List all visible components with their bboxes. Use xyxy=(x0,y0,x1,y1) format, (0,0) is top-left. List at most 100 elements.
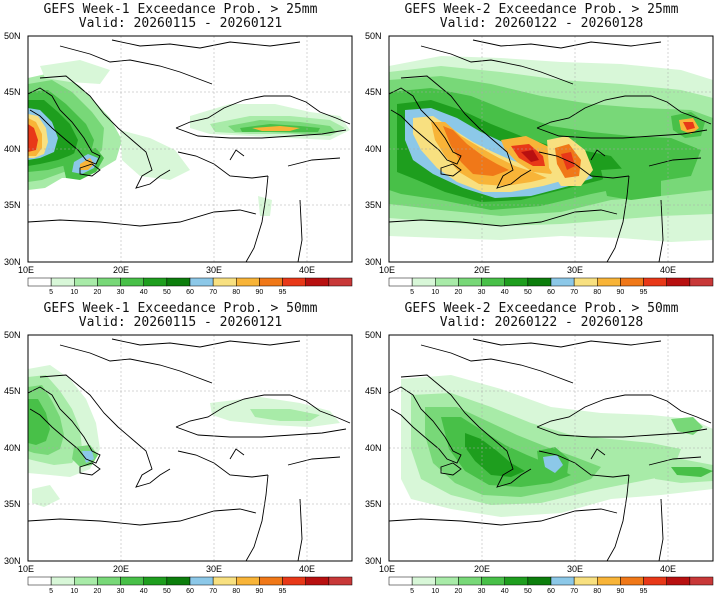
colorbar-label: 95 xyxy=(640,289,648,296)
lat-label: 35N xyxy=(4,200,21,210)
colorbar-swatch xyxy=(259,277,283,287)
lat-label: 45N xyxy=(365,87,382,97)
lat-label: 45N xyxy=(365,386,382,396)
colorbar-swatch xyxy=(481,576,505,586)
colorbar-swatch xyxy=(143,277,168,287)
coastlines xyxy=(28,39,351,262)
colorbar-swatch xyxy=(328,576,353,586)
colorbar-label: 30 xyxy=(117,289,125,296)
colorbar: 5 10 20 30 40 50 60 70 80 90 95 xyxy=(388,277,714,296)
colorbar: 5 10 20 30 40 50 60 70 80 90 95 xyxy=(27,277,353,296)
colorbar-swatch xyxy=(388,576,413,586)
colorbar-label: 80 xyxy=(232,588,240,595)
map-panel-week2-25mm: GEFS Week-2 Exceedance Prob. > 25mm Vali… xyxy=(361,0,722,299)
colorbar-label: 95 xyxy=(279,588,287,595)
lat-label: 45N xyxy=(4,386,21,396)
lat-label: 40N xyxy=(4,443,21,453)
colorbar-swatch xyxy=(597,277,621,287)
lat-labels: 50N 45N 40N 35N 30N xyxy=(365,330,382,566)
map-frame xyxy=(388,35,714,263)
colorbar-label: 20 xyxy=(455,289,463,296)
lat-label: 30N xyxy=(365,257,382,267)
colorbar-label: 40 xyxy=(140,289,148,296)
colorbar-swatch xyxy=(212,277,237,287)
colorbar-swatch xyxy=(74,277,98,287)
colorbar-label: 40 xyxy=(501,588,509,595)
lat-labels: 50N 45N 40N 35N 30N xyxy=(4,330,21,566)
coastlines xyxy=(389,39,712,262)
colorbar-swatch xyxy=(504,277,529,287)
colorbar-swatch xyxy=(411,277,436,287)
colorbar-swatch xyxy=(27,277,52,287)
colorbar-swatch xyxy=(666,576,691,586)
lat-labels: 50N 45N 40N 35N 30N xyxy=(365,31,382,267)
map-panel-week2-50mm: GEFS Week-2 Exceedance Prob. > 50mm Vali… xyxy=(361,299,722,598)
map-frame xyxy=(27,35,353,263)
colorbar-label: 50 xyxy=(163,588,171,595)
colorbar-label: 90 xyxy=(256,289,264,296)
colorbar-label: 50 xyxy=(524,588,532,595)
colorbar-swatch xyxy=(305,277,330,287)
lat-label: 40N xyxy=(4,144,21,154)
colorbar-label: 5 xyxy=(49,289,53,296)
panel-valid-dates: Valid: 20260122 - 20260128 xyxy=(439,315,644,330)
panel-title: GEFS Week-2 Exceedance Prob. > 50mm xyxy=(404,301,679,316)
lon-labels: 10E 20E 30E 40E xyxy=(379,564,676,574)
lon-label: 20E xyxy=(474,564,490,574)
colorbar-label: 5 xyxy=(49,588,53,595)
colorbar-label: 20 xyxy=(94,588,102,595)
panel-title: GEFS Week-1 Exceedance Prob. > 50mm xyxy=(43,301,318,316)
panel-valid-dates: Valid: 20260115 - 20260121 xyxy=(78,16,283,31)
colorbar-label: 10 xyxy=(70,289,78,296)
colorbar-label: 70 xyxy=(209,588,217,595)
lon-label: 20E xyxy=(113,265,129,275)
colorbar-swatch xyxy=(573,277,598,287)
colorbar-label: 30 xyxy=(478,588,486,595)
colorbar-label: 60 xyxy=(547,289,555,296)
colorbar-label: 60 xyxy=(547,588,555,595)
lat-label: 45N xyxy=(4,87,21,97)
colorbar-label: 50 xyxy=(524,289,532,296)
colorbar-swatch xyxy=(236,277,260,287)
colorbar-label: 5 xyxy=(410,588,414,595)
colorbar-swatch xyxy=(458,576,482,586)
panel-title: GEFS Week-1 Exceedance Prob. > 25mm xyxy=(43,2,318,17)
lat-label: 40N xyxy=(365,144,382,154)
colorbar-swatch xyxy=(282,576,306,586)
colorbar-swatch xyxy=(527,277,552,287)
colorbar-swatch xyxy=(388,277,413,287)
map-panel-week1-25mm: GEFS Week-1 Exceedance Prob. > 25mm Vali… xyxy=(0,0,361,299)
map-frame xyxy=(27,334,353,562)
lat-label: 40N xyxy=(365,443,382,453)
colorbar-label: 10 xyxy=(70,588,78,595)
colorbar-swatch xyxy=(620,277,644,287)
colorbar-swatch xyxy=(189,277,214,287)
lat-label: 50N xyxy=(4,330,21,340)
lon-label: 20E xyxy=(474,265,490,275)
colorbar: 5 10 20 30 40 50 60 70 80 90 95 xyxy=(27,576,353,595)
colorbar-swatch xyxy=(504,576,529,586)
colorbar-swatch xyxy=(620,576,644,586)
colorbar-label: 10 xyxy=(431,588,439,595)
colorbar-swatch xyxy=(143,576,168,586)
map-panel-week1-50mm: GEFS Week-1 Exceedance Prob. > 50mm Vali… xyxy=(0,299,361,598)
colorbar-swatch xyxy=(328,277,353,287)
lon-labels: 10E 20E 30E 40E xyxy=(18,265,315,275)
colorbar-swatch xyxy=(50,277,75,287)
colorbar-swatch xyxy=(435,277,459,287)
colorbar-swatch xyxy=(50,576,75,586)
lat-label: 50N xyxy=(4,31,21,41)
colorbar-label: 30 xyxy=(117,588,125,595)
colorbar-swatch xyxy=(527,576,552,586)
graticule xyxy=(389,335,713,561)
colorbar-swatch xyxy=(435,576,459,586)
colorbar-label: 60 xyxy=(186,588,194,595)
colorbar-label: 80 xyxy=(593,289,601,296)
lon-labels: 10E 20E 30E 40E xyxy=(379,265,676,275)
colorbar-swatch xyxy=(259,576,283,586)
lon-label: 40E xyxy=(660,265,676,275)
map-svg: 50N 45N 40N 35N 30N 10E 20E 30E 40E 5 10 2… xyxy=(365,330,714,595)
colorbar-label: 95 xyxy=(279,289,287,296)
colorbar-swatch xyxy=(97,277,121,287)
graticule xyxy=(389,36,713,262)
